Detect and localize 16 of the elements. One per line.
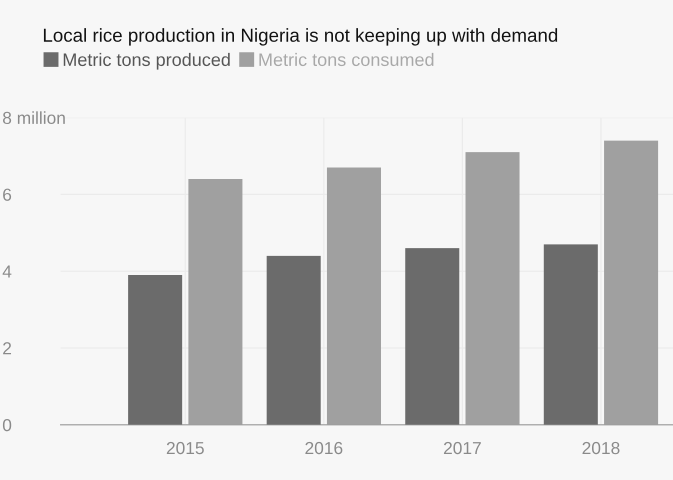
y-tick-label: 6: [3, 188, 12, 201]
y-tick-label: 0: [2, 418, 12, 432]
y-tick-label: 4: [2, 266, 12, 278]
x-tick-label: 2017: [444, 442, 481, 454]
y-tick-label: 8 million: [2, 111, 65, 124]
bar: [544, 244, 598, 425]
legend-label: Metric tons consumed: [259, 52, 434, 66]
y-tick-label: 2: [3, 342, 12, 354]
x-tick-label: 2016: [305, 442, 342, 454]
bar: [128, 275, 182, 425]
bar: [266, 256, 321, 425]
chart-title: Local rice production in Nigeria is not keeping up with demand: [44, 28, 558, 46]
x-tick-label: 2018: [582, 442, 620, 454]
bar: [405, 248, 460, 425]
x-tick-label: 2015: [166, 442, 204, 454]
legend-label: Metric tons produced: [64, 52, 230, 70]
